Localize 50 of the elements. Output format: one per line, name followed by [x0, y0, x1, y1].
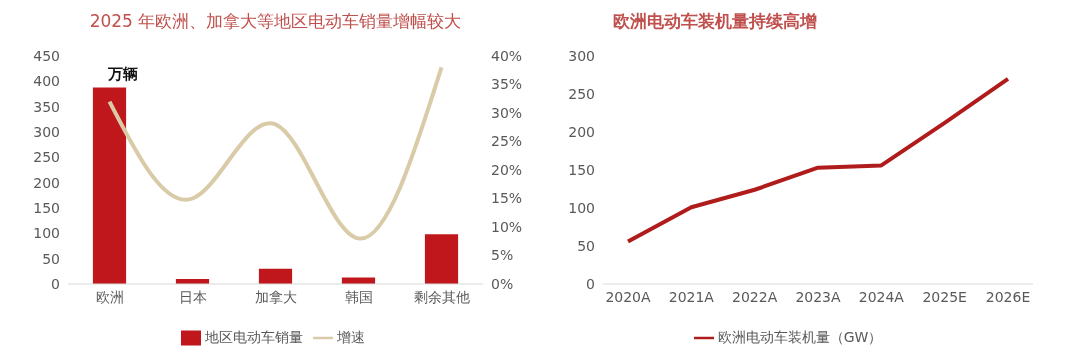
x-tick-label: 2021A: [668, 288, 715, 305]
legend-label: 增速: [337, 329, 365, 345]
y2-tick-label: 0%: [491, 275, 514, 292]
bar: [258, 268, 293, 284]
y2-tick-label: 25%: [491, 133, 523, 150]
chart-title: 欧洲电动车装机量持续高增: [613, 10, 818, 33]
x-tick-label: 2024A: [858, 288, 905, 305]
y-tick-label: 100: [33, 225, 60, 242]
y-tick-label: 200: [568, 123, 595, 140]
y-axis-title: 万辆: [108, 65, 138, 84]
y2-tick-label: 35%: [491, 76, 523, 93]
y-tick-label: 200: [33, 174, 60, 191]
x-tick-label: 加拿大: [254, 288, 297, 305]
y2-tick-label: 40%: [491, 47, 523, 64]
bar: [92, 87, 127, 284]
y-tick-label: 0: [51, 275, 60, 292]
y-tick-label: 300: [568, 47, 595, 64]
x-tick-label: 2022A: [732, 288, 778, 305]
chart-title: 2025 年欧洲、加拿大等地区电动车销量增幅较大: [88, 10, 463, 33]
y-tick-label: 0: [586, 275, 595, 292]
y-tick-label: 350: [33, 98, 60, 115]
legend-label: 欧洲电动车装机量（GW）: [717, 329, 883, 345]
y2-tick-label: 15%: [491, 190, 523, 207]
x-tick-label: 欧洲: [95, 288, 124, 305]
y2-tick-label: 5%: [491, 247, 514, 264]
x-tick-label: 日本: [178, 288, 207, 305]
y-tick-label: 250: [33, 149, 60, 166]
y2-tick-label: 10%: [491, 218, 523, 235]
bar: [341, 277, 376, 284]
y-tick-label: 50: [42, 250, 60, 267]
x-tick-label: 2023A: [795, 288, 842, 305]
y-tick-label: 300: [33, 123, 60, 140]
line-series: [626, 76, 1010, 244]
x-tick-label: 2025E: [922, 288, 967, 305]
y-tick-label: 100: [568, 199, 595, 216]
x-tick-label: 2020A: [605, 288, 652, 305]
y-tick-label: 50: [577, 237, 595, 254]
y2-tick-label: 20%: [491, 161, 523, 178]
line-series: [107, 65, 444, 241]
y-tick-label: 400: [33, 73, 60, 90]
legend-label: 地区电动车销量: [205, 329, 303, 345]
bar: [424, 234, 459, 284]
y-tick-label: 150: [568, 161, 595, 178]
y-tick-label: 250: [568, 85, 595, 102]
y-tick-label: 150: [33, 199, 60, 216]
y-tick-label: 450: [33, 47, 60, 64]
x-tick-label: 2026E: [985, 288, 1031, 305]
y2-tick-label: 30%: [491, 104, 523, 121]
x-tick-label: 韩国: [344, 288, 373, 305]
x-tick-label: 剩余其他: [413, 288, 470, 305]
